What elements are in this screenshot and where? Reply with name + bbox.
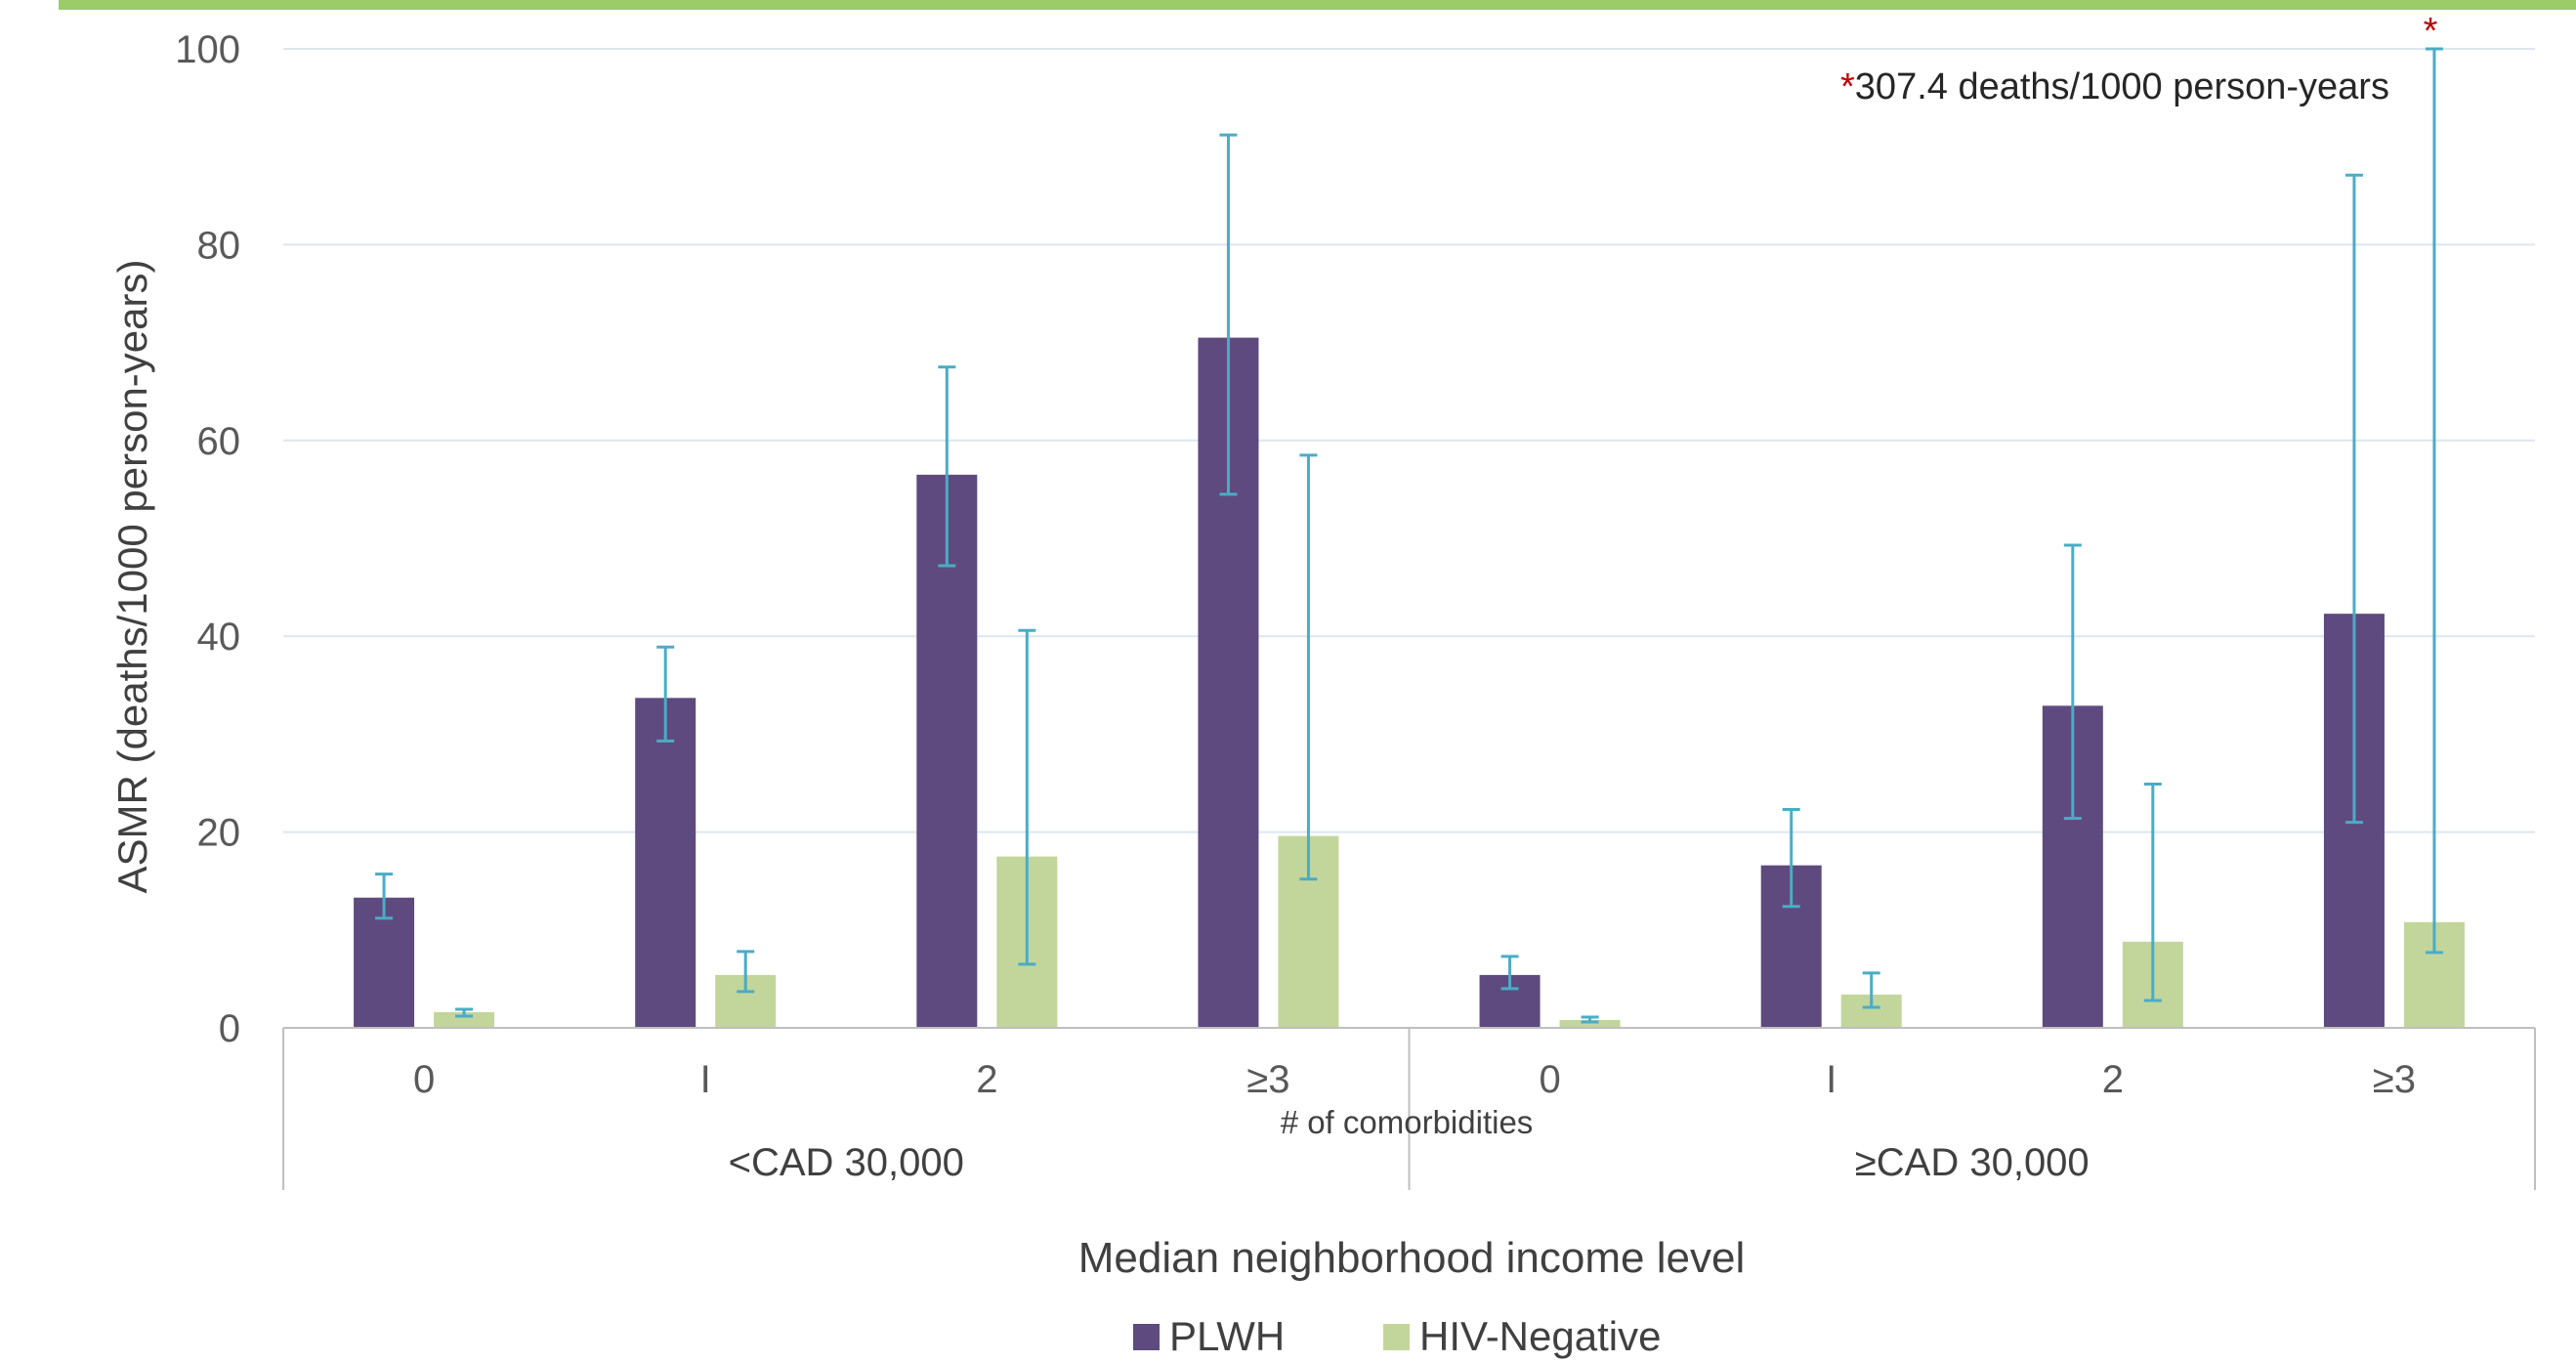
annotation-text: 307.4 deaths/1000 person-years	[1855, 66, 2389, 107]
y-tick-label: 60	[197, 420, 241, 463]
gridlines	[283, 48, 2535, 833]
y-tick-label: 40	[197, 616, 241, 659]
y-axis-ticks: 0 20 40 60 80 100	[175, 28, 240, 1050]
error-bar	[1500, 955, 1519, 991]
error-bar	[375, 873, 394, 920]
error-bar	[455, 1007, 474, 1018]
x-tick-label: ≥3	[2373, 1058, 2416, 1101]
x-tick-label: I	[700, 1058, 711, 1101]
error-bar	[2344, 173, 2363, 825]
x-tick-label: ≥3	[1246, 1058, 1289, 1101]
group-label: <CAD 30,000	[729, 1141, 964, 1184]
error-bar	[938, 365, 956, 568]
annotation: *307.4 deaths/1000 person-years *	[1840, 11, 2438, 107]
legend: PLWH HIV-Negative	[1133, 1313, 1661, 1359]
error-bar	[737, 950, 755, 994]
y-tick-label: 20	[197, 812, 241, 855]
x-tick-label: I	[1826, 1058, 1837, 1101]
bar-plwh	[635, 698, 697, 1028]
error-bar	[1219, 133, 1238, 496]
error-bar	[2143, 783, 2162, 1002]
x-tick-label: 2	[976, 1058, 997, 1101]
group-label: ≥CAD 30,000	[1855, 1141, 2090, 1184]
x-tick-label: 2	[2102, 1058, 2124, 1101]
x-axis-title: Median neighborhood income level	[1078, 1234, 1745, 1282]
bar-hiv-negative	[1559, 1019, 1621, 1028]
legend-swatch	[1133, 1324, 1160, 1350]
error-bar	[1581, 1015, 1599, 1024]
off-scale-marker: *	[2424, 11, 2438, 52]
x-tick-label: 0	[1539, 1058, 1560, 1101]
y-tick-label: 80	[197, 224, 241, 267]
error-bars	[375, 47, 2443, 1024]
header-accent-bar	[59, 0, 2576, 10]
error-bar	[656, 645, 675, 743]
x-axis: 0 I 2 ≥3 0 I 2 ≥3 <CAD 30,000 ≥CAD 30,000	[282, 1027, 2536, 1190]
y-tick-label: 0	[219, 1007, 240, 1050]
x-axis-sublabel: # of comorbidities	[1281, 1104, 1534, 1140]
svg-text:*307.4 deaths/1000 person-year: *307.4 deaths/1000 person-years	[1840, 66, 2389, 107]
error-bar	[1018, 628, 1036, 966]
error-bar	[2425, 47, 2443, 955]
legend-label: PLWH	[1169, 1313, 1285, 1359]
annotation-marker: *	[1840, 66, 1855, 107]
legend-label: HIV-Negative	[1419, 1313, 1661, 1359]
error-bar	[1782, 808, 1800, 909]
error-bar	[1862, 971, 1880, 1009]
bar-hiv-negative	[434, 1011, 495, 1028]
y-axis-label: ASMR (deaths/1000 person-years)	[109, 260, 155, 894]
x-tick-label: 0	[413, 1058, 435, 1101]
error-bar	[1299, 453, 1318, 881]
legend-swatch	[1383, 1324, 1410, 1350]
y-tick-label: 100	[175, 28, 240, 71]
error-bar	[2063, 543, 2082, 821]
